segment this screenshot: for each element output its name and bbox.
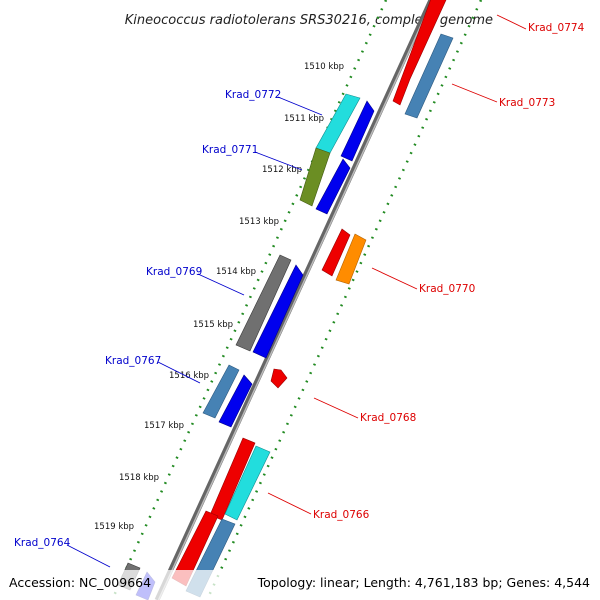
label-connectors	[66, 14, 527, 568]
connector-krad-0769	[197, 273, 245, 296]
gene-krad-0774[interactable]	[392, 0, 447, 106]
connector-krad-0773	[451, 83, 498, 103]
gene-krad-0766[interactable]	[224, 445, 271, 521]
gene-blue-0771b[interactable]	[315, 158, 351, 215]
tick-label: 1515 kbp	[193, 320, 233, 330]
connector-krad-0772	[277, 96, 323, 116]
connector-krad-0766	[267, 492, 312, 515]
gene-krad-0770-red[interactable]	[321, 228, 351, 277]
gene-krad-0771[interactable]	[299, 147, 331, 207]
tick-lines	[110, 0, 483, 600]
forward-genes	[117, 93, 375, 600]
label-krad-0767[interactable]: Krad_0767	[105, 355, 161, 367]
connector-krad-0774	[496, 14, 527, 30]
outer-dotted-line	[110, 0, 388, 600]
tick-label: 1510 kbp	[304, 62, 344, 72]
tick-label: 1518 kbp	[119, 473, 159, 483]
gene-blue-0772b[interactable]	[340, 100, 375, 162]
label-krad-0774[interactable]: Krad_0774	[528, 22, 585, 34]
label-krad-0773[interactable]: Krad_0773	[499, 97, 555, 109]
connector-krad-0771	[254, 151, 303, 171]
tick-label: 1513 kbp	[239, 217, 279, 227]
connector-krad-0764	[66, 544, 111, 568]
gene-krad-0773[interactable]	[404, 33, 454, 119]
label-krad-0768[interactable]: Krad_0768	[360, 412, 416, 424]
gene-blue-0767b[interactable]	[218, 374, 253, 428]
tick-label: 1517 kbp	[144, 421, 184, 431]
label-krad-0766[interactable]: Krad_0766	[313, 509, 370, 521]
label-krad-0770[interactable]: Krad_0770	[419, 283, 475, 295]
gene-labels: Krad_0772 Krad_0771 Krad_0769 Krad_0767 …	[14, 22, 585, 549]
connector-krad-0767	[157, 361, 201, 384]
label-krad-0769[interactable]: Krad_0769	[146, 266, 202, 278]
inner-dotted-line	[205, 0, 483, 600]
label-krad-0771[interactable]: Krad_0771	[202, 144, 258, 156]
tick-label: 1512 kbp	[262, 165, 302, 175]
topology-text: Topology: linear; Length: 4,761,183 bp; …	[257, 575, 590, 590]
tick-label: 1519 kbp	[94, 522, 134, 532]
accession-text: Accession: NC_009664	[9, 575, 151, 590]
gene-blue-0769b[interactable]	[252, 264, 304, 359]
connector-krad-0768	[313, 397, 359, 419]
genome-title: Kineococcus radiotolerans SRS30216, comp…	[125, 13, 493, 28]
tick-label: 1516 kbp	[169, 371, 209, 381]
footer-background	[0, 570, 600, 600]
label-krad-0772[interactable]: Krad_0772	[225, 89, 281, 101]
connector-krad-0770	[371, 267, 418, 290]
tick-labels: 1510 kbp 1511 kbp 1512 kbp 1513 kbp 1514…	[94, 62, 344, 532]
gene-krad-0767[interactable]	[202, 364, 240, 419]
label-krad-0764[interactable]: Krad_0764	[14, 537, 71, 549]
backbone	[154, 0, 434, 600]
gene-krad-0770[interactable]	[335, 233, 367, 285]
gene-krad-0769[interactable]	[235, 254, 292, 352]
tick-label: 1511 kbp	[284, 114, 324, 124]
tick-label: 1514 kbp	[216, 267, 256, 277]
reverse-genes	[171, 0, 454, 598]
gene-krad-0768[interactable]	[270, 368, 288, 389]
